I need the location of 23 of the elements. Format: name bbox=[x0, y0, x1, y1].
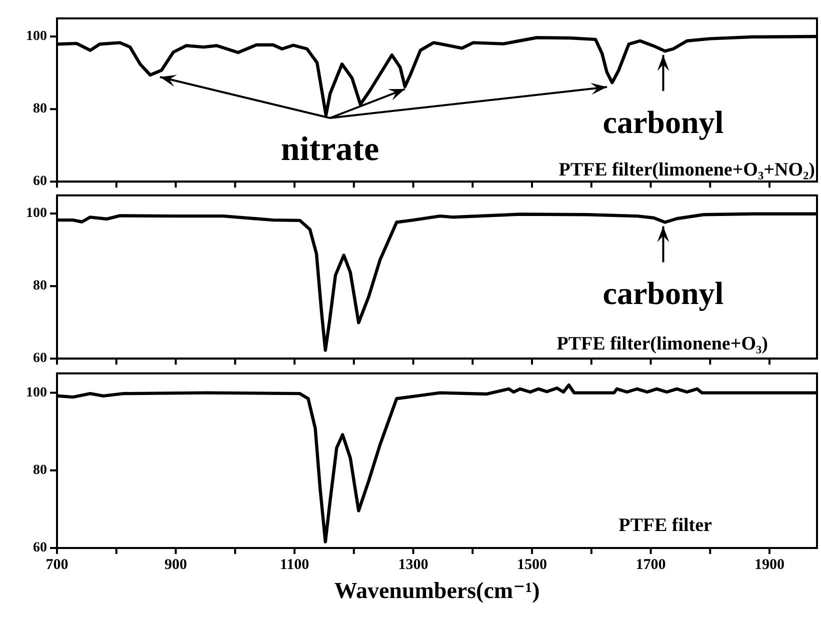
y-tick-label: 60 bbox=[33, 174, 47, 190]
y-tick-label: 100 bbox=[26, 29, 47, 44]
x-tick-label: 1900 bbox=[754, 556, 784, 573]
text: PTFE filter bbox=[618, 515, 713, 536]
annotation: carbonyl bbox=[602, 275, 724, 312]
y-tick-label: 100 bbox=[26, 385, 47, 400]
annotation: nitrate bbox=[280, 131, 380, 168]
x-tick-label: 700 bbox=[46, 556, 68, 573]
y-tick-label: 80 bbox=[33, 102, 47, 117]
y-tick-label: 80 bbox=[33, 278, 47, 294]
y-tick-label: 100 bbox=[26, 206, 47, 222]
x-tick-label: 900 bbox=[164, 556, 187, 573]
x-tick-label: 1700 bbox=[636, 556, 666, 573]
x-tick-label: 1500 bbox=[517, 556, 547, 573]
x-tick-label: 1300 bbox=[398, 556, 428, 573]
y-tick-label: 80 bbox=[33, 463, 47, 478]
y-tick-label: 60 bbox=[33, 540, 47, 556]
annotation: carbonyl bbox=[602, 104, 724, 140]
x-axis-title: Wavenumbers(cm⁻¹) bbox=[334, 578, 540, 604]
text: PTFE filter(limonene+O₃+NO₂) bbox=[558, 160, 815, 181]
x-tick-label: 1100 bbox=[280, 556, 310, 573]
y-tick-label: 60 bbox=[33, 351, 47, 366]
text: PTFE filter(limonene+O₃) bbox=[556, 334, 768, 355]
